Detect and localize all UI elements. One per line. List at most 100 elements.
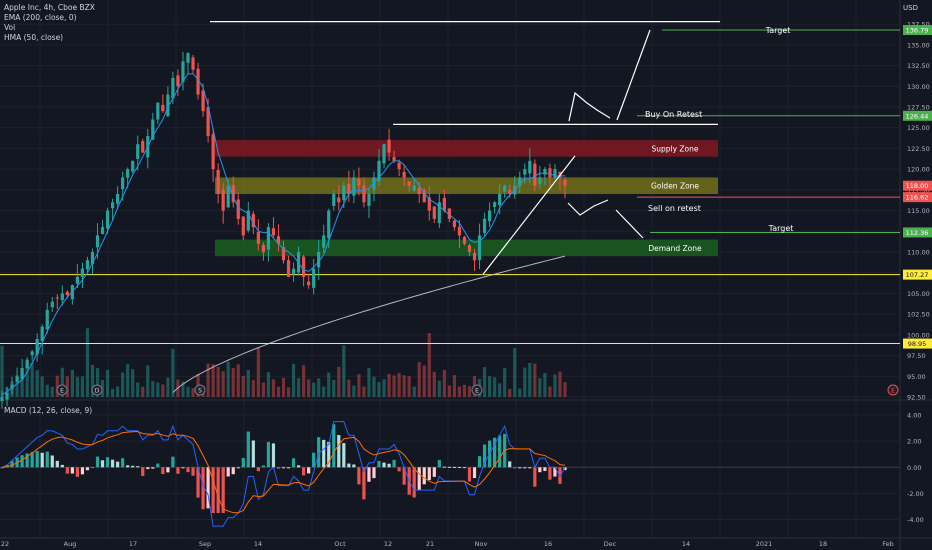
macd-histogram-bar (508, 461, 512, 468)
demand-zone (215, 239, 718, 257)
candle-body (156, 102, 160, 120)
volume-bar (90, 364, 95, 397)
price-tick: 115.00 (907, 207, 930, 215)
symbol-title[interactable]: Apple Inc, 4h, Cboe BZX (4, 3, 95, 12)
macd-tick: 2.00 (907, 438, 921, 446)
event-marker[interactable] (471, 384, 483, 396)
macd-histogram-bar (216, 467, 220, 514)
macd-histogram-bar (25, 453, 29, 468)
macd-histogram-bar (20, 455, 24, 468)
candle-body (10, 384, 14, 390)
volume-bar (136, 382, 140, 397)
macd-histogram-bar (392, 459, 396, 468)
time-tick: Feb (882, 540, 894, 548)
macd-pane: 4.00 2.00 0.00 -2.00 -4.00 (0, 412, 924, 527)
event-marker[interactable] (887, 384, 899, 396)
price-tick: 132.50 (907, 62, 930, 70)
volume-bar (412, 386, 416, 397)
volume-bar (442, 369, 446, 397)
macd-histogram-bar (382, 462, 386, 468)
candle-body (477, 235, 482, 261)
macd-histogram-bar (141, 467, 145, 477)
volume-bar (35, 370, 39, 397)
price-tick: 122.50 (907, 145, 930, 153)
price-tick: 110.00 (907, 249, 930, 257)
volume-bar (25, 362, 29, 397)
volume-bar (382, 379, 386, 397)
macd-histogram-bar (131, 465, 135, 468)
candle-body (312, 268, 316, 288)
volume-bar (452, 375, 457, 397)
candle-body (176, 75, 180, 87)
event-marker[interactable] (91, 384, 103, 396)
candle-body (0, 397, 4, 402)
candle-body (457, 226, 462, 236)
demand-zone-label: Demand Zone (648, 244, 702, 253)
macd-histogram-bar (518, 467, 522, 469)
volume-bar (563, 382, 567, 397)
sell-on-retest-label: Sell on retest (648, 204, 701, 213)
macd-histogram-bar (65, 467, 69, 474)
candle-body (462, 236, 467, 244)
macd-histogram-bar (286, 467, 291, 469)
candle-body (161, 104, 165, 112)
candle-body (211, 134, 215, 170)
macd-histogram-bar (80, 467, 85, 475)
candle-body (201, 90, 205, 112)
price-tick: 105.00 (907, 290, 930, 298)
price-label-bg (903, 25, 932, 36)
candle-body (266, 227, 271, 250)
macd-histogram-bar (357, 467, 361, 485)
time-axis[interactable]: 22 Aug 17 Sep 14 Oct 12 21 Nov 16 Dec 14 2021 18 Feb (1, 540, 894, 548)
candle-body (85, 260, 90, 270)
volume-bar (362, 386, 366, 397)
candle-body (528, 160, 532, 174)
sell-path-arrow (567, 199, 609, 216)
volume-bar (100, 379, 105, 397)
macd-histogram-bar (246, 431, 250, 468)
buy-on-retest-label: Buy On Retest (645, 110, 702, 119)
horizontal-lines[interactable] (0, 29, 900, 345)
volume-bar (352, 385, 356, 397)
volume-bar (181, 381, 185, 397)
candle-body (181, 61, 185, 83)
macd-histogram-bar (40, 452, 44, 468)
event-marker[interactable] (194, 384, 206, 396)
time-tick: 16 (544, 540, 552, 548)
candle-body (116, 194, 120, 204)
candle-body (221, 189, 225, 211)
macd-histogram-bar (251, 440, 255, 468)
macd-histogram-bar (136, 466, 140, 468)
volume-bar (377, 382, 381, 397)
macd-histogram-bar (116, 461, 120, 468)
candle-body (452, 220, 457, 228)
price-axis[interactable]: 137.50 135.00 132.50 130.00 127.50 125.00 122.… (903, 21, 932, 402)
event-marker[interactable] (56, 384, 68, 396)
price-label: 107.27 (906, 271, 929, 279)
candle-body (442, 197, 446, 211)
macd-legend[interactable]: MACD (12, 26, close, 9) (4, 406, 93, 415)
macd-tick: -2.00 (907, 490, 924, 498)
candle-body (95, 235, 100, 248)
candle-body (432, 206, 436, 219)
volume-bar (266, 372, 271, 397)
macd-histogram-bar (327, 441, 331, 468)
volume-bar (80, 376, 85, 397)
volume-bar (553, 374, 557, 397)
ema-legend[interactable]: EMA (200, close, 0) (4, 13, 77, 22)
drawings[interactable]: Target Buy On Retest Sell on retest Target E… (56, 21, 899, 396)
volume-bar (191, 388, 195, 397)
volume-bar (296, 378, 301, 397)
hma-legend[interactable]: HMA (50, close) (4, 33, 64, 42)
candle-body (90, 252, 95, 264)
candle-body (171, 78, 175, 99)
macd-histogram-bar (50, 455, 54, 468)
vol-legend[interactable]: Vol (4, 23, 16, 32)
candle-body (482, 218, 487, 234)
price-label-bg (903, 227, 932, 238)
macd-histogram-bar (397, 467, 401, 472)
candle-body (80, 268, 85, 277)
volume-bar (151, 381, 155, 397)
macd-histogram-bar (211, 467, 215, 514)
